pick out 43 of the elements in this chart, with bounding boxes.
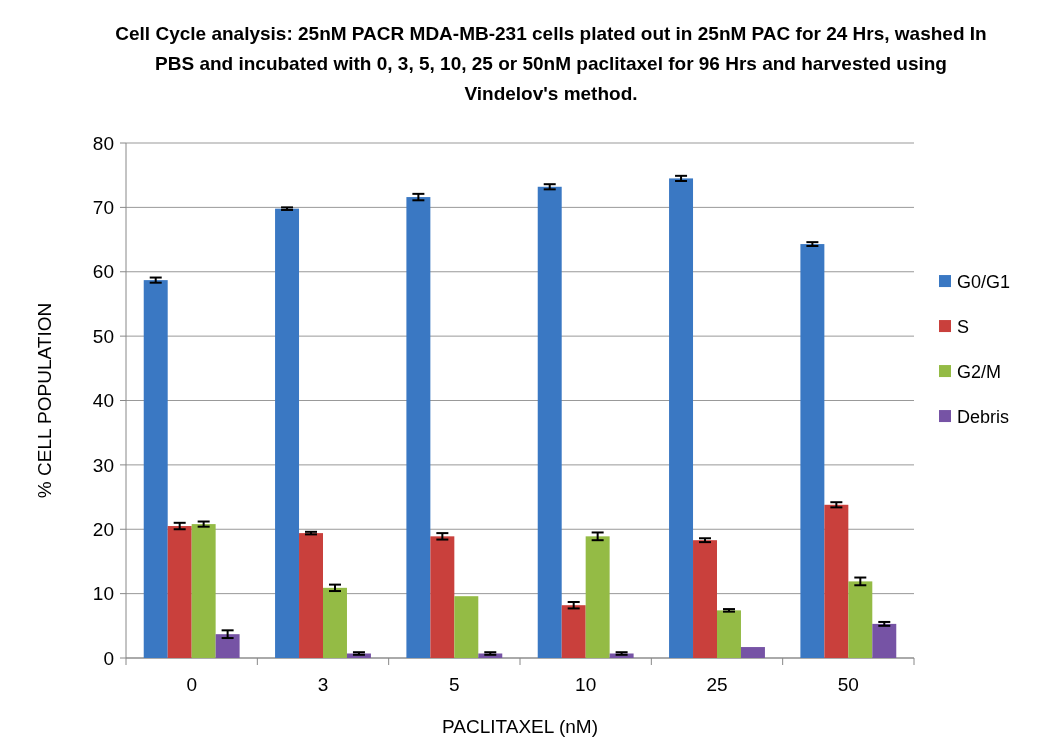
bar [406,197,431,658]
y-tick-label: 20 [92,518,114,540]
x-tick-label: 25 [706,674,728,695]
bar [740,647,765,658]
bar [215,634,240,658]
x-tick-label: 10 [575,674,597,695]
y-axis-title: % CELL POPULATION [34,302,55,499]
bar [454,596,479,658]
bar [191,524,216,658]
legend-label: Debris [957,407,1010,428]
bar [561,605,586,658]
y-tick-label: 0 [103,647,114,669]
bar [299,533,323,658]
bar [430,536,455,658]
x-tick-label: 5 [449,674,460,695]
bar [872,623,897,658]
x-tick-label: 0 [186,674,197,695]
chart-title: Cell Cycle analysis: 25nM PACR MDA-MB-231 cells plated out in 25nM PAC for 24 Hrs, washed In PBS and incubated with 0, 3, 5, 10, 25 or 50nM paclitaxel for 96 Hrs and harvested using Vindelov's method. [115,23,987,104]
bar [275,208,300,658]
bar [585,536,610,658]
y-tick-label: 50 [92,325,114,347]
bar [824,504,849,658]
bar [323,587,347,658]
x-tick-label: 50 [837,674,859,695]
bar [143,280,168,658]
bar [693,540,717,658]
bar [669,178,694,658]
y-tick-label: 10 [92,583,114,605]
y-tick-label: 30 [92,454,114,476]
legend-label: G2/M [957,362,1002,383]
bar [537,186,562,658]
legend-label: G0/G1 [957,272,1011,293]
bar [800,244,825,658]
bar [717,610,741,658]
bar [167,526,192,658]
legend-label: S [957,317,970,338]
bar [848,581,873,658]
y-tick-label: 60 [92,261,114,283]
x-tick-label: 3 [317,674,329,695]
y-tick-label: 70 [92,197,114,219]
y-tick-label: 80 [92,132,114,154]
x-axis-title: PACLITAXEL (nM) [442,716,598,737]
y-tick-label: 40 [92,390,114,412]
